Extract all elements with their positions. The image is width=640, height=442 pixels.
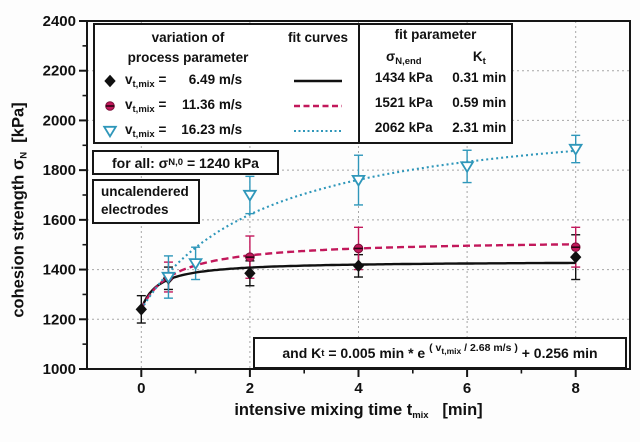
formula-sub: t — [321, 347, 325, 359]
tick-label: 6 — [463, 380, 471, 397]
marker-diamond — [352, 259, 365, 273]
condition-annotation: uncalendered electrodes — [92, 179, 200, 224]
marker-diamond — [104, 74, 116, 87]
for-all-annotation: for all: σ N,0 = 1240 kPa — [92, 150, 279, 175]
legend: variation of fit curves process paramete… — [93, 23, 513, 144]
legend-fit-values-row: 1434 kPa 0.31 min — [360, 70, 511, 95]
tick-label: 8 — [572, 380, 580, 397]
y-axis-label-sub: N — [19, 151, 31, 159]
marker-triangle-down — [459, 161, 475, 174]
tick-label: 1000 — [43, 361, 76, 378]
tick-label: 2200 — [43, 63, 76, 80]
marker-diamond — [244, 267, 256, 280]
marker-diamond — [570, 250, 582, 264]
x-axis-label-text: intensive mixing time t — [234, 401, 413, 419]
tick-label: 1800 — [43, 162, 76, 179]
legend-series-section: variation of fit curves process paramete… — [95, 25, 358, 142]
legend-line-dotted — [281, 126, 355, 136]
condition-line1: uncalendered — [101, 184, 189, 199]
tick-label: 1200 — [43, 311, 76, 328]
marker-triangle-down — [568, 143, 584, 157]
legend-row-label: vt,mix = 11.36 m/s — [125, 96, 243, 115]
marker-diamond — [135, 303, 147, 316]
for-all-value: = 1240 kPa — [183, 154, 259, 171]
legend-col-sigma: σN,end — [385, 49, 422, 67]
legend-line-solid — [281, 76, 355, 86]
formula-p1: and K — [282, 345, 322, 361]
legend-col-k: Kt — [472, 49, 486, 67]
tick-label: 2 — [246, 380, 254, 397]
legend-fit-values-row: 1521 kPa 0.59 min — [360, 95, 511, 120]
legend-header-fit-curves: fit curves — [287, 29, 349, 45]
fit-sigma-value: 2062 kPa — [374, 120, 433, 135]
tick-label: 1600 — [43, 212, 76, 229]
legend-fit-parameter-section: fit parameter σN,end Kt 1434 kPa 0.31 mi… — [358, 25, 511, 142]
y-axis-label-text: cohesion strength σ — [10, 158, 29, 318]
for-all-sub: N,0 — [168, 157, 184, 168]
legend-marker-triangle — [95, 123, 125, 139]
marker-triangle-down — [188, 258, 203, 271]
legend-marker-diamond — [95, 73, 125, 89]
legend-fit-parameter-columns: σN,end Kt — [360, 49, 511, 70]
for-all-text: for all: σ — [112, 154, 169, 171]
fit-sigma-value: 1521 kPa — [374, 95, 433, 110]
legend-marker-circle — [95, 98, 125, 114]
formula-p3: + 0.256 min — [517, 345, 598, 361]
tick-label: 2400 — [43, 13, 76, 30]
y-axis-label-unit: [kPa] — [10, 102, 29, 152]
marker-triangle-down — [161, 271, 176, 285]
legend-row-label: vt,mix = 6.49 m/s — [125, 71, 243, 90]
x-axis-label-sub: mix — [412, 410, 429, 421]
fit-k-value: 0.59 min — [452, 95, 507, 110]
x-axis-label: intensive mixing time tmix [min] — [87, 401, 630, 421]
legend-fit-values-row: 2062 kPa 2.31 min — [360, 120, 511, 145]
formula-p2: = 0.005 min * e — [324, 345, 430, 361]
marker-triangle-down — [242, 189, 258, 203]
fit-k-value: 2.31 min — [452, 120, 507, 135]
y-axis-label-wrap: cohesion strength σN [kPa] — [2, 0, 38, 420]
tick-label: 0 — [137, 380, 145, 397]
condition-line2: electrodes — [101, 202, 169, 218]
tick-label: 4 — [354, 380, 363, 397]
tick-label: 2000 — [43, 112, 76, 129]
marker-triangle-down — [351, 174, 366, 188]
legend-header-fit-parameter: fit parameter — [394, 27, 477, 42]
legend-line-dashed — [281, 101, 355, 111]
fit-sigma-value: 1434 kPa — [374, 70, 433, 85]
formula-exponent: ( vt,mix / 2.68 m/s ) — [429, 342, 518, 356]
legend-row-label: vt,mix = 16.23 m/s — [125, 121, 243, 140]
tick-label: 1400 — [43, 262, 76, 279]
legend-header-variation-2: process parameter — [127, 50, 249, 65]
marker-triangle-down — [102, 125, 118, 138]
fit-k-value: 0.31 min — [452, 70, 507, 85]
legend-header-variation-1: variation of — [151, 29, 225, 45]
x-axis-label-unit: [min] — [428, 401, 483, 419]
y-axis-label: cohesion strength σN [kPa] — [10, 102, 30, 317]
